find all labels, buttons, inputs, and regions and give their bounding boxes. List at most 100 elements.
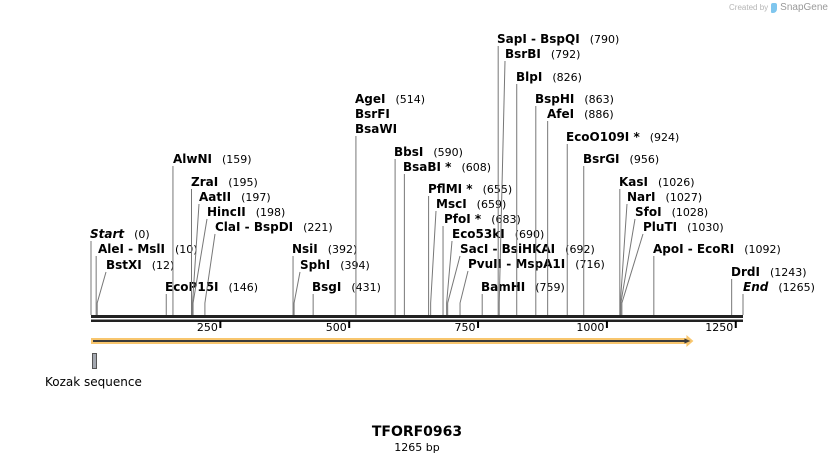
site-label[interactable]: SphI (394) [300,258,370,272]
map-length: 1265 bp [394,441,440,454]
credit-brand: SnapGene [780,2,828,13]
site-label-isoschizomer[interactable]: BsrFI [355,107,390,121]
restriction-site[interactable]: ZraI (195) [191,175,258,315]
site-label[interactable]: AfeI (886) [547,107,614,121]
restriction-site[interactable]: BsaBI * (608) [403,160,491,315]
site-label[interactable]: HincII (198) [207,205,285,219]
restriction-site[interactable]: BamHI (759) [481,280,565,315]
restriction-site[interactable]: BlpI (826) [516,70,582,315]
tick-label: 750 [455,321,476,334]
site-label[interactable]: End (1265) [743,280,815,294]
site-label[interactable]: BsrBI (792) [505,47,580,61]
site-connector-line [446,240,453,315]
restriction-site[interactable]: PluTI (1030) [621,220,724,315]
tick-mark [734,321,737,328]
linear-map: 250 500 750 1000 1250 Start (0)AleI - MslI (10)… [90,32,815,369]
restriction-site[interactable]: BbsI (590) [394,145,463,315]
tick-label: 250 [197,321,218,334]
tick-mark [348,321,351,328]
restriction-site[interactable]: AfeI (886) [547,107,614,315]
site-connector-line [498,60,506,315]
kozak-feature[interactable] [92,353,97,369]
restriction-site[interactable]: End (1265) [742,280,815,315]
site-label[interactable]: NarI (1027) [627,190,702,204]
snapgene-logo-icon [771,2,778,13]
restriction-site[interactable]: BstXI (12) [96,258,174,315]
site-label[interactable]: PflMI * (655) [428,182,512,196]
site-connector-line [620,218,636,315]
site-label[interactable]: BsaBI * (608) [403,160,491,174]
site-label[interactable]: PluTI (1030) [643,220,724,234]
site-label[interactable]: BlpI (826) [516,70,582,84]
restriction-site[interactable]: DrdI (1243) [731,265,807,315]
site-label[interactable]: ApoI - EcoRI (1092) [653,242,781,256]
site-label[interactable]: PvuII - MspA1I (716) [468,257,605,271]
restriction-site[interactable]: SfoI (1028) [620,205,708,315]
restriction-site[interactable]: SapI - BspQI (790) [497,32,619,315]
site-label[interactable]: AatII (197) [199,190,271,204]
site-label[interactable]: SapI - BspQI (790) [497,32,619,46]
site-label[interactable]: EcoO109I * (924) [566,130,679,144]
site-label[interactable]: AleI - MslI (10) [98,242,198,256]
site-label[interactable]: BsrGI (956) [583,152,659,166]
restriction-site[interactable]: EcoO109I * (924) [566,130,679,315]
restriction-site[interactable]: HincII (198) [192,205,285,315]
site-connector-line [619,203,628,315]
tick-label: 1250 [705,321,733,334]
restriction-site[interactable]: BsgI (431) [312,280,381,315]
restriction-site[interactable]: BsrGI (956) [583,152,659,315]
site-connector-line [192,218,208,315]
restriction-site[interactable]: AleI - MslI (10) [95,242,198,315]
site-label[interactable]: SfoI (1028) [635,205,708,219]
site-label[interactable]: BamHI (759) [481,280,565,294]
restriction-site[interactable]: EcoP15I (146) [165,280,258,315]
site-label[interactable]: AlwNI (159) [173,152,252,166]
site-connector-line [204,233,216,315]
restriction-site[interactable]: MscI (659) [430,197,507,315]
site-label[interactable]: EcoP15I (146) [165,280,258,294]
site-connector-line [192,203,200,315]
restriction-site[interactable]: ClaI - BspDI (221) [204,220,333,315]
site-label[interactable]: BsgI (431) [312,280,381,294]
site-label[interactable]: BspHI (863) [535,92,614,106]
restriction-site[interactable]: NarI (1027) [619,190,702,315]
restriction-site[interactable]: PflMI * (655) [428,182,512,315]
site-connector-line [447,255,461,315]
restriction-site[interactable]: Start (0) [90,227,150,315]
site-label[interactable]: Eco53kI (690) [452,227,544,241]
site-label[interactable]: KasI (1026) [619,175,695,189]
site-label[interactable]: Start (0) [90,227,150,241]
restriction-site[interactable]: NsiI (392) [292,242,357,315]
site-label[interactable]: PfoI * (683) [444,212,521,226]
site-label[interactable]: ZraI (195) [191,175,258,189]
site-connector-line [430,210,437,315]
tick-label: 1000 [576,321,604,334]
site-label[interactable]: BstXI (12) [106,258,174,272]
site-label[interactable]: NsiI (392) [292,242,357,256]
restriction-site[interactable]: ApoI - EcoRI (1092) [653,242,781,315]
restriction-site[interactable]: BsrBI (792) [498,47,580,315]
backbone-top-strand [91,315,743,318]
kozak-feature-label[interactable]: Kozak sequence [45,375,142,389]
restriction-site[interactable]: SphI (394) [293,258,370,315]
site-label[interactable]: ClaI - BspDI (221) [215,220,333,234]
restriction-site[interactable]: Eco53kI (690) [446,227,545,315]
site-label-isoschizomer[interactable]: BsaWI [355,122,397,136]
restriction-site[interactable]: KasI (1026) [619,175,695,315]
site-connector-line [293,271,301,315]
tick-mark [219,321,222,328]
site-label[interactable]: SacI - BsiHKAI (692) [460,242,595,256]
restriction-site[interactable]: BspHI (863) [535,92,614,315]
site-label[interactable]: MscI (659) [436,197,506,211]
tick-label: 500 [326,321,347,334]
site-label[interactable]: AgeI (514) [355,92,425,106]
restriction-site[interactable]: AatII (197) [192,190,271,315]
restriction-site[interactable]: SacI - BsiHKAI (692) [447,242,595,315]
backbone-bottom-strand [91,319,743,322]
site-label[interactable]: BbsI (590) [394,145,463,159]
site-connector-line [459,270,469,315]
site-label[interactable]: DrdI (1243) [731,265,807,279]
restriction-site[interactable]: AlwNI (159) [172,152,252,315]
snapgene-credit: Created by SnapGene [729,2,828,13]
